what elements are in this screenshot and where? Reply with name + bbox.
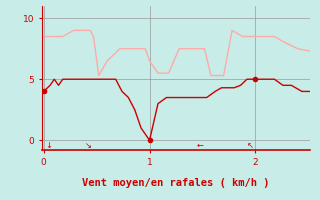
Text: ↓: ↓ [45, 141, 52, 150]
Text: ↘: ↘ [85, 141, 92, 150]
Text: ↖: ↖ [247, 141, 253, 150]
X-axis label: Vent moyen/en rafales ( km/h ): Vent moyen/en rafales ( km/h ) [82, 178, 270, 188]
Text: ←: ← [197, 141, 204, 150]
